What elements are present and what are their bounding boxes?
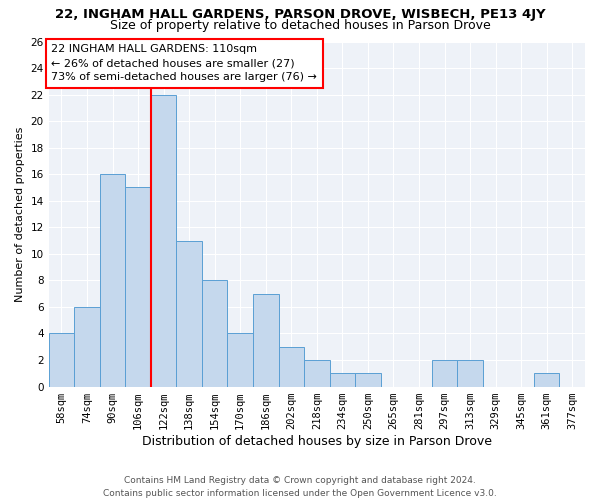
Bar bbox=[74, 307, 100, 386]
Bar bbox=[355, 374, 380, 386]
Bar bbox=[202, 280, 227, 386]
Bar bbox=[432, 360, 457, 386]
Bar bbox=[100, 174, 125, 386]
X-axis label: Distribution of detached houses by size in Parson Drove: Distribution of detached houses by size … bbox=[142, 434, 492, 448]
Text: Size of property relative to detached houses in Parson Drove: Size of property relative to detached ho… bbox=[110, 18, 490, 32]
Text: 22 INGHAM HALL GARDENS: 110sqm
← 26% of detached houses are smaller (27)
73% of : 22 INGHAM HALL GARDENS: 110sqm ← 26% of … bbox=[51, 44, 317, 82]
Bar bbox=[329, 374, 355, 386]
Bar bbox=[457, 360, 483, 386]
Bar bbox=[278, 347, 304, 387]
Text: Contains HM Land Registry data © Crown copyright and database right 2024.
Contai: Contains HM Land Registry data © Crown c… bbox=[103, 476, 497, 498]
Bar bbox=[253, 294, 278, 386]
Bar bbox=[49, 334, 74, 386]
Y-axis label: Number of detached properties: Number of detached properties bbox=[15, 126, 25, 302]
Bar bbox=[227, 334, 253, 386]
Bar bbox=[176, 240, 202, 386]
Bar bbox=[151, 94, 176, 387]
Bar bbox=[125, 188, 151, 386]
Bar bbox=[304, 360, 329, 386]
Bar bbox=[534, 374, 559, 386]
Text: 22, INGHAM HALL GARDENS, PARSON DROVE, WISBECH, PE13 4JY: 22, INGHAM HALL GARDENS, PARSON DROVE, W… bbox=[55, 8, 545, 21]
